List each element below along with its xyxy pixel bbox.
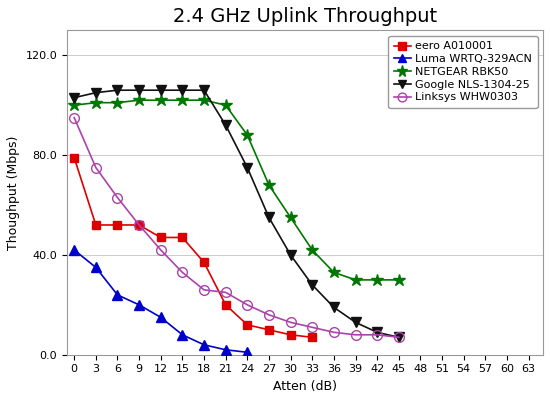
Google NLS-1304-25 [287,252,294,257]
NETGEAR RBK50 [222,103,229,108]
Google NLS-1304-25 [309,282,316,287]
Google NLS-1304-25 [352,320,359,325]
eero A010001 [266,328,272,332]
Google NLS-1304-25 [114,88,121,92]
Linksys WHW0303 [222,290,229,295]
Google NLS-1304-25 [266,215,272,220]
NETGEAR RBK50 [136,98,142,102]
Line: Google NLS-1304-25: Google NLS-1304-25 [69,85,404,342]
NETGEAR RBK50 [266,183,272,188]
Google NLS-1304-25 [331,305,337,310]
Linksys WHW0303 [92,165,99,170]
Luma WRTQ-329ACN [136,302,142,307]
Line: NETGEAR RBK50: NETGEAR RBK50 [68,94,405,286]
NETGEAR RBK50 [71,103,78,108]
Line: eero A010001: eero A010001 [70,154,316,342]
Luma WRTQ-329ACN [71,248,78,252]
Luma WRTQ-329ACN [201,342,207,347]
Luma WRTQ-329ACN [114,292,121,297]
NETGEAR RBK50 [331,270,337,275]
eero A010001 [287,332,294,337]
Luma WRTQ-329ACN [157,315,164,320]
Legend: eero A010001, Luma WRTQ-329ACN, NETGEAR RBK50, Google NLS-1304-25, Linksys WHW03: eero A010001, Luma WRTQ-329ACN, NETGEAR … [388,36,537,108]
Google NLS-1304-25 [157,88,164,92]
NETGEAR RBK50 [352,278,359,282]
Google NLS-1304-25 [374,330,381,335]
NETGEAR RBK50 [92,100,99,105]
NETGEAR RBK50 [157,98,164,102]
eero A010001 [157,235,164,240]
Linksys WHW0303 [266,312,272,317]
Luma WRTQ-329ACN [92,265,99,270]
eero A010001 [222,302,229,307]
Google NLS-1304-25 [244,165,251,170]
eero A010001 [244,322,251,327]
NETGEAR RBK50 [244,133,251,138]
NETGEAR RBK50 [114,100,121,105]
Linksys WHW0303 [309,325,316,330]
Google NLS-1304-25 [222,123,229,128]
Luma WRTQ-329ACN [222,347,229,352]
Linksys WHW0303 [179,270,186,275]
Google NLS-1304-25 [136,88,142,92]
Luma WRTQ-329ACN [179,332,186,337]
Linksys WHW0303 [71,115,78,120]
eero A010001 [92,222,99,227]
Luma WRTQ-329ACN [244,350,251,355]
Line: Luma WRTQ-329ACN: Luma WRTQ-329ACN [69,245,252,357]
NETGEAR RBK50 [287,215,294,220]
eero A010001 [136,222,142,227]
Linksys WHW0303 [331,330,337,335]
X-axis label: Atten (dB): Atten (dB) [273,380,337,393]
Y-axis label: Thoughput (Mbps): Thoughput (Mbps) [7,135,20,250]
NETGEAR RBK50 [395,278,402,282]
Linksys WHW0303 [287,320,294,325]
Google NLS-1304-25 [395,335,402,340]
eero A010001 [309,335,316,340]
Linksys WHW0303 [395,335,402,340]
Google NLS-1304-25 [71,95,78,100]
eero A010001 [201,260,207,265]
Linksys WHW0303 [114,195,121,200]
NETGEAR RBK50 [201,98,207,102]
NETGEAR RBK50 [179,98,186,102]
Line: Linksys WHW0303: Linksys WHW0303 [69,113,404,342]
Google NLS-1304-25 [179,88,186,92]
Google NLS-1304-25 [201,88,207,92]
Linksys WHW0303 [244,302,251,307]
Linksys WHW0303 [374,332,381,337]
NETGEAR RBK50 [374,278,381,282]
Linksys WHW0303 [201,288,207,292]
Linksys WHW0303 [352,332,359,337]
eero A010001 [179,235,186,240]
NETGEAR RBK50 [309,248,316,252]
Google NLS-1304-25 [92,90,99,95]
Linksys WHW0303 [136,222,142,227]
Title: 2.4 GHz Uplink Throughput: 2.4 GHz Uplink Throughput [173,7,437,26]
eero A010001 [114,222,121,227]
Linksys WHW0303 [157,248,164,252]
eero A010001 [71,155,78,160]
